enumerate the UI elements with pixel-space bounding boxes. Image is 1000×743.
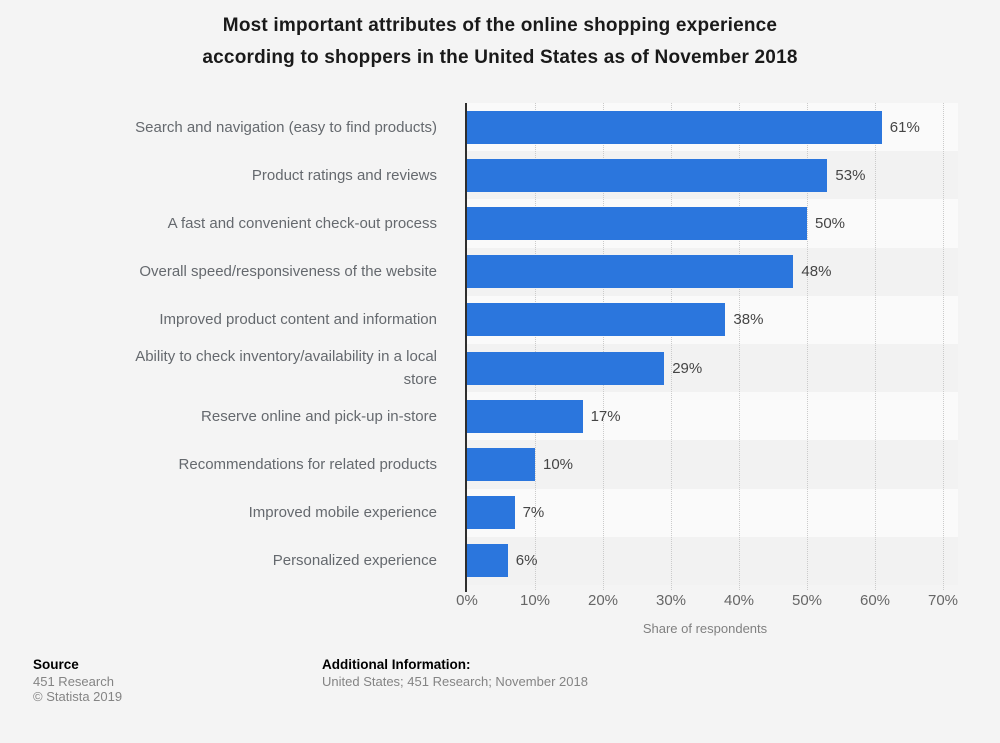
additional-information-text: United States; 451 Research; November 20…: [322, 674, 588, 689]
x-axis-tick-label: 60%: [859, 592, 891, 609]
x-axis-title: Share of respondents: [642, 621, 768, 636]
bar-row: 53%: [467, 151, 958, 200]
gridline: [535, 103, 536, 590]
bar: [467, 351, 665, 385]
x-axis-tick-label: 70%: [927, 592, 959, 609]
chart-title-line-1: Most important attributes of the online …: [222, 15, 778, 36]
bar: [467, 206, 807, 240]
category-label-row: A fast and convenient check-out process: [0, 199, 452, 247]
footer-additional-block: Additional Information: United States; 4…: [322, 657, 588, 690]
additional-information-heading: Additional Information:: [322, 657, 471, 672]
bar-value-label: 17%: [590, 407, 621, 425]
category-label: Improved mobile experience: [248, 504, 437, 522]
x-axis-tick-label: 50%: [791, 592, 823, 609]
gridline: [943, 103, 944, 590]
chart-title-line-2: according to shoppers in the United Stat…: [202, 47, 798, 68]
bar-value-label: 61%: [889, 118, 920, 136]
bar: [467, 158, 828, 192]
bar-row: 6%: [467, 536, 958, 585]
category-label-row: Improved mobile experience: [0, 489, 452, 537]
bar-row: 7%: [467, 488, 958, 537]
category-label: Search and navigation (easy to find prod…: [135, 118, 437, 136]
category-label-row: Improved product content and information: [0, 296, 452, 344]
category-label: Ability to check inventory/availability …: [135, 348, 437, 389]
bar: [467, 447, 535, 481]
bar-row: 17%: [467, 392, 958, 441]
x-axis-tick-label: 40%: [723, 592, 755, 609]
x-axis-tick-label: 10%: [519, 592, 551, 609]
category-label: Improved product content and information: [159, 311, 437, 329]
x-axis-tick-label: 20%: [587, 592, 619, 609]
source-heading: Source: [33, 657, 79, 672]
category-label-row: Personalized experience: [0, 537, 452, 585]
x-axis-ticks: 0% 10% 20% 30% 40% 50% 60% 70%: [456, 592, 959, 612]
category-label-row: Overall speed/responsiveness of the webs…: [0, 248, 452, 296]
y-axis-line: [465, 103, 467, 592]
gridline: [671, 103, 672, 590]
bar-value-label: 6%: [515, 552, 538, 570]
statista-copyright: © Statista 2019: [33, 689, 123, 704]
bar-value-label: 48%: [801, 263, 832, 281]
x-axis-tick-label: 0%: [456, 592, 478, 609]
bar-value-label: 53%: [835, 166, 866, 184]
source-name: 451 Research: [33, 673, 114, 689]
bar-chart-plot-area: 61% 53% 50% 48% 38% 29% 17% 10% 7% 6%: [465, 103, 958, 592]
bar-row: 61%: [467, 103, 958, 152]
category-label-row: Product ratings and reviews: [0, 151, 452, 199]
category-label-row: Reserve online and pick-up in-store: [0, 392, 452, 440]
category-label: Recommendations for related products: [178, 455, 437, 473]
category-label: Personalized experience: [272, 552, 437, 570]
category-label: Product ratings and reviews: [251, 166, 437, 184]
category-label: A fast and convenient check-out process: [167, 214, 437, 232]
bar-value-label: 38%: [733, 311, 764, 329]
x-axis-tick-label: 30%: [655, 592, 687, 609]
bar: [467, 110, 882, 144]
gridline: [807, 103, 808, 590]
bar-row: 29%: [467, 343, 958, 393]
bar-value-label: 50%: [815, 214, 846, 232]
bar-value-label: 10%: [543, 455, 574, 473]
bar-value-label: 29%: [672, 359, 703, 377]
bar-row: 48%: [467, 247, 958, 296]
category-label-row: Recommendations for related products: [0, 440, 452, 488]
bar: [467, 399, 583, 433]
category-label-row: Ability to check inventory/availability …: [0, 344, 452, 392]
category-labels-column: Search and navigation (easy to find prod…: [0, 103, 452, 585]
bar: [467, 255, 794, 289]
chart-title: Most important attributes of the online …: [0, 10, 1000, 74]
gridline: [739, 103, 740, 590]
gridline: [875, 103, 876, 590]
footer-source-block: Source 451 Research © Statista 2019: [33, 657, 122, 705]
category-label: Reserve online and pick-up in-store: [201, 407, 437, 425]
category-label-row: Search and navigation (easy to find prod…: [0, 103, 452, 151]
category-label: Overall speed/responsiveness of the webs…: [139, 263, 437, 281]
bar-row: 10%: [467, 440, 958, 489]
bar: [467, 544, 508, 578]
gridline: [603, 103, 604, 590]
bar-row: 50%: [467, 199, 958, 248]
bar: [467, 303, 726, 337]
bar-row: 38%: [467, 295, 958, 344]
bar-value-label: 7%: [522, 504, 545, 522]
bar: [467, 496, 515, 530]
